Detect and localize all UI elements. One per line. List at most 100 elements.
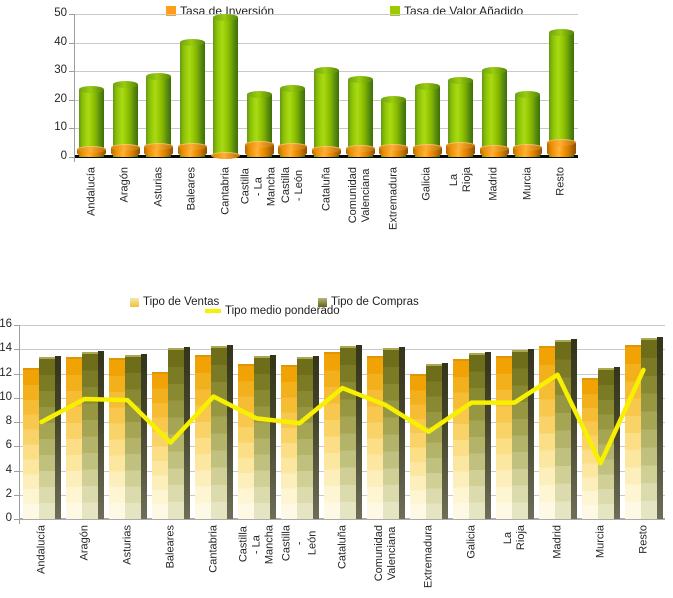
x-axis-label: Murcia xyxy=(594,525,606,559)
y-tick-mark xyxy=(14,349,20,351)
y-tick-label: 30 xyxy=(54,64,67,77)
bar-tipo-compras-side-face xyxy=(140,353,147,519)
bar-tipo-compras-side-face xyxy=(226,345,233,519)
bar-tipo-ventas xyxy=(581,377,598,519)
bar-tipo-compras-side-face xyxy=(312,355,319,519)
bar-tipo-compras xyxy=(167,348,184,519)
bar-tasa-inversion xyxy=(244,141,274,157)
x-axis-label: Madrid xyxy=(551,525,563,559)
y-tick-label: 4 xyxy=(5,463,12,476)
bar-tipo-compras xyxy=(468,353,485,519)
y-tick-label: 8 xyxy=(5,415,12,427)
bar-tasa-inversion xyxy=(345,144,375,157)
bar-tasa-inversion xyxy=(110,144,140,157)
plot-area-top: 0 10 20 30 40 50 Andalucía Aragón Asturias Balear… xyxy=(54,7,578,230)
x-axis-label: Cataluña xyxy=(320,167,332,212)
bar-tipo-ventas xyxy=(22,367,39,519)
bar-tasa-valor-anadido xyxy=(347,76,373,157)
y-tick-mark xyxy=(14,373,20,375)
x-axis-label: Comunidad Valenciana xyxy=(347,167,373,224)
bar-tasa-valor-anadido xyxy=(314,67,339,157)
y-tick-label: 0 xyxy=(60,150,67,162)
bar-tipo-compras xyxy=(511,349,528,519)
bar-tasa-inversion xyxy=(513,143,543,157)
bar-tipo-ventas xyxy=(538,346,555,519)
x-axis-label: Asturias xyxy=(121,525,133,565)
bar-tipo-ventas xyxy=(452,359,469,519)
x-axis-label: Galicia xyxy=(420,167,433,201)
legend-item-tipo-compras: Tipo de Compras xyxy=(318,296,419,308)
y-tick-label: 16 xyxy=(0,318,12,330)
bar-tipo-compras xyxy=(382,348,399,519)
y-tick-mark xyxy=(14,519,20,520)
x-axis-label: Andalucía xyxy=(85,167,98,216)
bar-tipo-compras xyxy=(597,367,614,519)
x-axis-label: La Rioja xyxy=(501,524,527,551)
bar-tipo-compras xyxy=(124,354,141,519)
x-axis-label: Castilla - La Mancha xyxy=(239,167,278,207)
x-axis-label: Resto xyxy=(637,525,649,554)
bar-tipo-compras-side-face xyxy=(54,355,61,519)
gridline xyxy=(75,42,578,44)
bar-tipo-ventas xyxy=(409,373,426,519)
bar-tasa-inversion xyxy=(446,141,476,157)
y-tick-mark xyxy=(14,446,20,448)
bar-tipo-compras xyxy=(640,337,657,519)
bar-tipo-compras-side-face xyxy=(656,336,663,519)
y-tick-label: 2 xyxy=(5,487,12,500)
y-tick-mark xyxy=(69,157,75,158)
bar-tasa-valor-anadido xyxy=(481,66,507,157)
legend-swatch-tasa-inversion xyxy=(166,6,176,16)
x-axis-label: Asturias xyxy=(152,167,165,207)
y-tick-mark xyxy=(14,397,20,399)
bar-tipo-ventas xyxy=(366,355,383,519)
y-tick-label: 6 xyxy=(5,439,12,452)
y-tick-mark xyxy=(14,494,20,496)
bar-tipo-compras xyxy=(38,356,55,519)
bar-tipo-ventas xyxy=(151,371,168,519)
bar-tasa-inversion xyxy=(379,144,409,157)
bar-tipo-compras-side-face xyxy=(570,338,577,519)
legend-swatch-tipo-compras xyxy=(318,297,327,307)
bar-tasa-valor-anadido xyxy=(213,13,239,157)
plot-area-bottom: 0 2 4 6 8 10 12 14 16 Andalucía Aragón Asturias Bale… xyxy=(0,318,665,588)
bar-tasa-valor-anadido xyxy=(548,29,574,157)
x-axis-label: Castilla - La Mancha xyxy=(237,525,275,565)
bar-tipo-compras xyxy=(554,339,571,519)
x-axis-label: Cataluña xyxy=(336,525,348,570)
bar-tasa-inversion xyxy=(546,139,576,157)
legend-item-tipo-ventas: Tipo de Ventas xyxy=(130,296,219,308)
bar-tipo-ventas xyxy=(495,355,512,519)
legend-item-tipo-medio-ponderado: Tipo medio ponderado xyxy=(205,305,340,317)
y-tick-label: 10 xyxy=(54,121,67,134)
bar-tasa-inversion xyxy=(144,143,174,157)
x-axis-label: Extremadura xyxy=(387,167,400,230)
bar-tasa-inversion xyxy=(77,145,107,157)
bar-tipo-compras-side-face xyxy=(355,345,362,519)
x-axis-label: La Rioja xyxy=(447,166,473,193)
x-axis-label: Galicia xyxy=(465,525,477,559)
x-axis-label: Extremadura xyxy=(422,525,434,588)
y-tick-label: 40 xyxy=(54,35,67,48)
bar-tipo-compras-side-face xyxy=(183,347,190,519)
bar-tasa-inversion xyxy=(211,151,241,159)
y-tick-mark xyxy=(14,470,20,472)
bar-tipo-compras xyxy=(210,346,227,519)
y-tick-mark xyxy=(69,71,75,73)
legend-swatch-tipo-ventas xyxy=(130,297,139,307)
legend-label-tipo-ventas: Tipo de Ventas xyxy=(143,296,220,308)
bar-tipo-ventas xyxy=(65,356,82,519)
y-tick-mark xyxy=(69,128,75,130)
x-axis-label: Madrid xyxy=(487,167,500,201)
y-tick-label: 20 xyxy=(54,92,67,105)
bar-tipo-compras xyxy=(81,352,98,519)
x-axis-label: Andalucía xyxy=(35,525,47,574)
x-axis-label: Cantabria xyxy=(207,525,219,573)
x-axis-label: Baleares xyxy=(185,167,198,211)
bar-tipo-compras-side-face xyxy=(269,354,276,519)
y-tick-label: 50 xyxy=(54,7,67,19)
y-axis-line xyxy=(19,325,20,524)
legend-label-tipo-compras: Tipo de Compras xyxy=(331,296,419,308)
bar-tipo-compras xyxy=(253,355,270,519)
